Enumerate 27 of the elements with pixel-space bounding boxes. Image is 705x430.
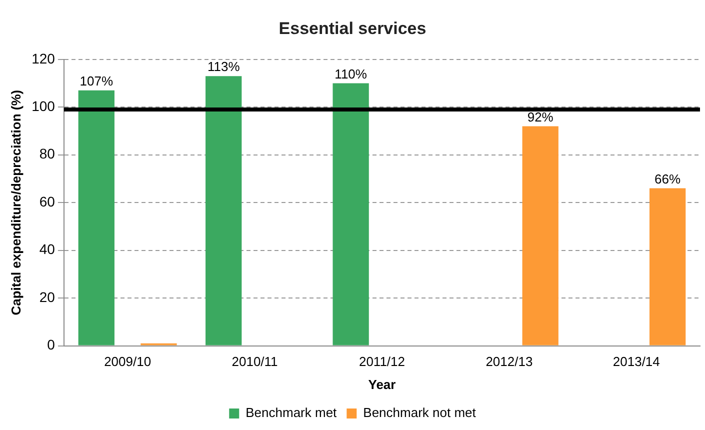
y-tick-label: 120: [32, 50, 56, 66]
bar: [78, 90, 114, 346]
bar: [522, 126, 558, 346]
y-axis-title: Capital expenditure/depreciation (%): [8, 90, 24, 316]
data-label: 113%: [207, 59, 240, 74]
chart-title: Essential services: [278, 18, 426, 38]
x-tick-label: 2011/12: [358, 354, 405, 370]
y-tick-label: 80: [39, 146, 56, 162]
data-label: 107%: [80, 74, 114, 89]
bar: [206, 76, 242, 346]
x-axis-title: Year: [368, 376, 396, 392]
x-tick-label: 2009/10: [104, 354, 152, 370]
y-tick-label: 40: [39, 241, 56, 258]
legend-label: Benchmark met: [246, 405, 338, 420]
y-tick-label: 20: [39, 288, 56, 305]
data-label: 110%: [334, 66, 368, 82]
x-tick-label: 2010/11: [232, 354, 278, 370]
y-tick-label: 0: [47, 336, 56, 353]
y-tick-label: 60: [39, 193, 56, 210]
y-tick-label: 100: [32, 98, 56, 114]
data-label: 66%: [654, 171, 682, 186]
bar: [332, 83, 369, 346]
x-tick-label: 2013/14: [612, 354, 660, 370]
x-tick-label: 2012/13: [486, 354, 533, 370]
bar: [649, 188, 686, 346]
legend-label: Benchmark not met: [363, 405, 476, 420]
data-label: 92%: [527, 109, 554, 124]
